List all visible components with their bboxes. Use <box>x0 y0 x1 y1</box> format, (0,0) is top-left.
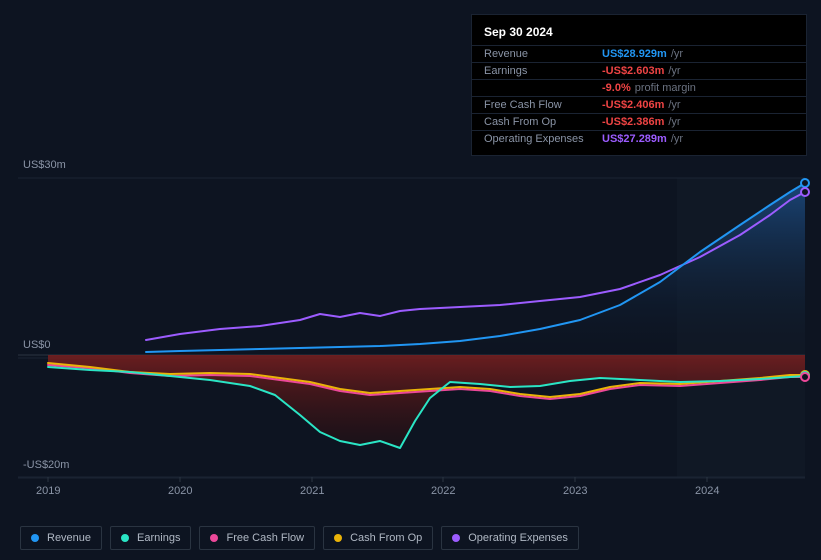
legend-label: Earnings <box>137 532 180 544</box>
tooltip-row-value: -9.0% <box>602 82 631 94</box>
tooltip-row-value: US$28.929m <box>602 48 667 60</box>
tooltip-row-value: -US$2.386m <box>602 116 664 128</box>
tooltip-row: -9.0% profit margin <box>472 79 806 96</box>
tooltip-row-value: -US$2.406m <box>602 99 664 111</box>
legend-label: Operating Expenses <box>468 532 568 544</box>
x-tick-label: 2021 <box>300 485 324 497</box>
tooltip-row-label: Earnings <box>484 65 602 77</box>
tooltip-row: Free Cash Flow-US$2.406m/yr <box>472 96 806 113</box>
tooltip-row: Operating ExpensesUS$27.289m/yr <box>472 130 806 147</box>
chart-tooltip: Sep 30 2024 RevenueUS$28.929m/yrEarnings… <box>471 14 807 156</box>
tooltip-row-suffix: /yr <box>668 99 680 111</box>
legend-dot-icon <box>121 534 129 542</box>
tooltip-row: Earnings-US$2.603m/yr <box>472 62 806 79</box>
x-tick-label: 2020 <box>168 485 192 497</box>
tooltip-date: Sep 30 2024 <box>472 23 806 45</box>
x-tick-label: 2019 <box>36 485 60 497</box>
financial-chart: US$30m US$0 -US$20m 2019 2020 2021 2022 … <box>0 0 821 560</box>
x-tick-label: 2023 <box>563 485 587 497</box>
tooltip-row-value: US$27.289m <box>602 133 667 145</box>
tooltip-row-suffix: profit margin <box>635 82 696 94</box>
tooltip-row: Cash From Op-US$2.386m/yr <box>472 113 806 130</box>
x-tick-label: 2024 <box>695 485 719 497</box>
x-tick-label: 2022 <box>431 485 455 497</box>
legend-item-free_cash_flow[interactable]: Free Cash Flow <box>199 526 315 550</box>
tooltip-row-label: Operating Expenses <box>484 133 602 145</box>
legend-dot-icon <box>334 534 342 542</box>
tooltip-row-suffix: /yr <box>668 116 680 128</box>
legend-item-operating_expenses[interactable]: Operating Expenses <box>441 526 579 550</box>
tooltip-row-label: Free Cash Flow <box>484 99 602 111</box>
tooltip-row-suffix: /yr <box>671 133 683 145</box>
legend-item-earnings[interactable]: Earnings <box>110 526 191 550</box>
legend-label: Cash From Op <box>350 532 422 544</box>
legend-dot-icon <box>31 534 39 542</box>
legend-label: Revenue <box>47 532 91 544</box>
tooltip-row-label: Cash From Op <box>484 116 602 128</box>
tooltip-row-label: Revenue <box>484 48 602 60</box>
tooltip-row-suffix: /yr <box>668 65 680 77</box>
tooltip-row: RevenueUS$28.929m/yr <box>472 45 806 62</box>
y-tick-label: US$0 <box>23 339 51 351</box>
y-tick-label: -US$20m <box>23 459 69 471</box>
legend-label: Free Cash Flow <box>226 532 304 544</box>
legend-dot-icon <box>452 534 460 542</box>
tooltip-row-suffix: /yr <box>671 48 683 60</box>
legend-item-cash_from_op[interactable]: Cash From Op <box>323 526 433 550</box>
chart-legend: Revenue Earnings Free Cash Flow Cash From O… <box>20 526 579 550</box>
legend-item-revenue[interactable]: Revenue <box>20 526 102 550</box>
y-tick-label: US$30m <box>23 159 66 171</box>
legend-dot-icon <box>210 534 218 542</box>
tooltip-row-value: -US$2.603m <box>602 65 664 77</box>
